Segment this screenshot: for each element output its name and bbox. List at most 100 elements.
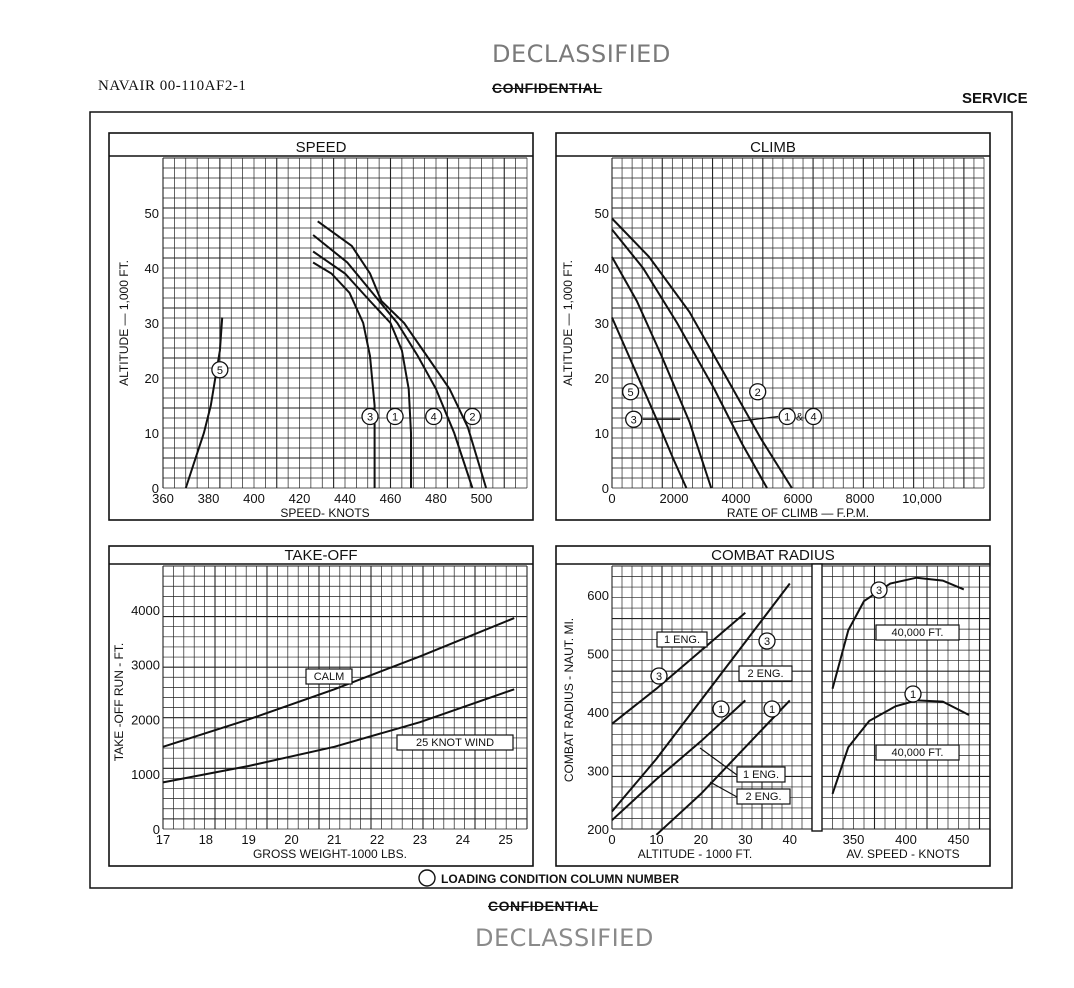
condition-number: 5: [217, 365, 223, 377]
radius-speed-curve: [831, 576, 965, 689]
condition-number: 1: [784, 412, 790, 424]
x-axis-label: AV. SPEED - KNOTS: [846, 847, 959, 861]
condition-marker: [749, 383, 767, 401]
combat-radius-chart: COMBAT RADIUS 0 10 20 30 40 200 300 400 500 600 ALT…: [555, 545, 991, 867]
y-axis-label: ALTITUDE — 1,000 FT.: [117, 260, 131, 386]
climb-curve: [611, 217, 793, 489]
chart-title: TAKE-OFF: [284, 547, 357, 564]
x-tick-label: 20: [284, 832, 298, 847]
y-tick-label: 0: [152, 481, 159, 496]
x-tick-label: 21: [327, 832, 341, 847]
x-tick-label: 24: [456, 832, 470, 847]
declassified-stamp-top: DECLASSIFIED: [492, 40, 671, 68]
radius-speed-curve: [831, 699, 970, 795]
outer-frame: [89, 111, 1013, 889]
condition-number: 3: [367, 412, 373, 424]
speed-curve: [312, 261, 376, 488]
leader-line: [699, 747, 738, 776]
x-tick-label: 360: [152, 491, 174, 506]
y-tick-label: 600: [587, 588, 609, 603]
x-tick-label: 25: [498, 832, 512, 847]
condition-marker: [386, 407, 404, 426]
x-tick-label: 480: [425, 491, 447, 506]
condition-marker: [361, 407, 379, 426]
y-tick-label: 30: [595, 316, 609, 331]
condition-marker: [870, 581, 888, 599]
section-label: SERVICE: [962, 90, 1028, 107]
condition-marker: [778, 407, 796, 426]
panel-frame: [108, 545, 534, 867]
speed-chart: SPEED 360 380 400 420 440 460 480 500 0 10 20 30 40 50…: [108, 132, 534, 521]
x-tick-label: 19: [241, 832, 255, 847]
x-tick-label: 10,000: [902, 491, 942, 506]
takeoff-chart: TAKE-OFF 17 18 19 20 21 22 23 24 25 0 1000 2000 3000 4…: [108, 545, 534, 867]
y-tick-label: 10: [595, 426, 609, 441]
condition-amp: &: [796, 412, 804, 424]
x-tick-label: 350: [843, 832, 865, 847]
condition-number: 2: [469, 412, 475, 424]
condition-marker: [904, 685, 922, 703]
x-axis-label: RATE OF CLIMB — F.P.M.: [727, 506, 869, 520]
x-tick-label: 23: [413, 832, 427, 847]
condition-marker: [211, 361, 229, 379]
y-tick-label: 30: [145, 316, 159, 331]
speed-curve: [312, 250, 412, 488]
condition-number: 3: [656, 671, 662, 683]
condition-marker: [758, 632, 776, 650]
annotation-box: [305, 668, 353, 685]
condition-number: 1: [769, 704, 775, 716]
y-axis-label: COMBAT RADIUS - NAUT. MI.: [562, 618, 576, 782]
condition-marker: [625, 410, 643, 428]
condition-number: 3: [876, 585, 882, 597]
annotation-text: 40,000 FT.: [892, 747, 944, 759]
condition-marker: [621, 383, 640, 401]
condition-number: 5: [628, 387, 634, 399]
x-tick-label: 18: [199, 832, 213, 847]
chart-title: COMBAT RADIUS: [711, 547, 835, 564]
y-tick-label: 0: [602, 481, 609, 496]
annotation-text: 40,000 FT.: [892, 627, 944, 639]
x-tick-label: 400: [243, 491, 265, 506]
y-tick-label: 1000: [131, 767, 160, 782]
x-tick-label: 2000: [660, 491, 689, 506]
y-tick-label: 2000: [131, 712, 160, 727]
condition-number: 1: [718, 704, 724, 716]
y-tick-label: 3000: [131, 658, 160, 673]
annotation-box: [875, 744, 960, 761]
radius-altitude-curve: [611, 582, 791, 813]
climb-curve: [611, 256, 713, 489]
y-tick-label: 20: [145, 371, 159, 386]
condition-number: 1: [910, 689, 916, 701]
y-tick-label: 300: [587, 764, 609, 779]
leader-line: [709, 781, 738, 798]
condition-number: 3: [631, 414, 637, 426]
condition-number: 4: [431, 412, 437, 424]
chart-title: SPEED: [296, 139, 347, 156]
climb-curve: [611, 317, 688, 489]
x-axis-label: ALTITUDE - 1000 FT.: [638, 847, 752, 861]
y-axis-label: TAKE -OFF RUN - FT.: [112, 643, 126, 761]
condition-marker: [463, 407, 482, 426]
y-tick-label: 0: [153, 822, 160, 837]
annotation-text: CALM: [314, 671, 345, 683]
y-tick-label: 50: [595, 206, 609, 221]
x-tick-label: 10: [649, 832, 663, 847]
condition-number: 2: [755, 387, 761, 399]
x-tick-label: 500: [471, 491, 493, 506]
y-tick-label: 4000: [131, 603, 160, 618]
panel-separator: [811, 563, 823, 832]
condition-number: 4: [810, 412, 816, 424]
y-tick-label: 400: [587, 705, 609, 720]
speed-curve: [184, 317, 224, 489]
condition-marker: [763, 700, 781, 718]
y-tick-label: 500: [587, 647, 609, 662]
y-tick-label: 50: [145, 206, 159, 221]
y-tick-label: 40: [595, 261, 609, 276]
annotation-box: [396, 734, 514, 751]
annotation-box: [738, 665, 793, 682]
x-tick-label: 8000: [846, 491, 875, 506]
x-tick-label: 450: [948, 832, 970, 847]
radius-altitude-curve: [655, 699, 791, 836]
x-tick-label: 4000: [722, 491, 751, 506]
